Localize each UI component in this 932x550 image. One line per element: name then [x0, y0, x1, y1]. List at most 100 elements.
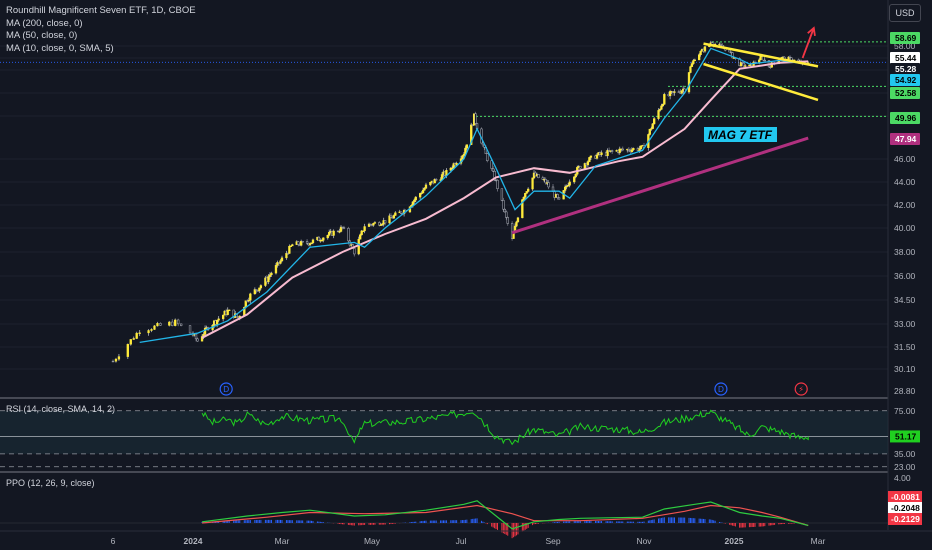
ma10-line[interactable]	[139, 47, 809, 344]
candle-body	[586, 161, 590, 166]
candle-body	[739, 62, 743, 67]
ma50-label[interactable]: MA (50, close, 0)	[6, 30, 78, 41]
channel-upper-line[interactable]	[703, 42, 819, 68]
ma50-line[interactable]	[201, 60, 809, 339]
candle-body	[525, 191, 528, 194]
event-marker[interactable]	[794, 382, 808, 396]
price-tag[interactable]	[890, 63, 920, 75]
y-tick-label: 34.50	[894, 295, 916, 305]
candle-body	[317, 236, 321, 241]
rsi-value-tag[interactable]	[890, 430, 920, 443]
candle-body	[748, 64, 751, 67]
candle-body	[332, 230, 335, 236]
candle-body	[360, 230, 363, 236]
ma10-label[interactable]: MA (10, close, 0, SMA, 5)	[6, 42, 114, 54]
candle-body	[719, 43, 723, 46]
ppo-tick-label: 4.00	[894, 473, 911, 483]
chart-title[interactable]: Roundhill Magnificent Seven ETF, 1D, CBO…	[6, 5, 196, 16]
y-tick-label: 31.50	[894, 342, 916, 352]
candle-body	[286, 253, 290, 255]
candle-body	[668, 91, 672, 97]
event-marker[interactable]	[219, 382, 233, 396]
candle-body	[639, 145, 643, 149]
ppo-line[interactable]	[202, 500, 809, 530]
price-tag-label: 54.92	[895, 75, 917, 85]
breakout-arrow-head	[807, 26, 816, 37]
candle-body	[788, 56, 792, 59]
candle-body	[328, 232, 331, 236]
event-marker-label: ⚡	[798, 385, 804, 394]
candle-body	[194, 333, 198, 340]
candle-body	[657, 110, 660, 119]
candle-body	[153, 325, 156, 330]
candle-body	[114, 358, 118, 362]
candle-body	[611, 150, 614, 152]
candle-body	[255, 289, 258, 291]
candle-body	[357, 239, 360, 255]
candle-body	[353, 248, 356, 255]
price-tag[interactable]	[890, 74, 920, 86]
candle-body	[301, 241, 304, 243]
rsi-tick-label: 75.00	[894, 406, 916, 416]
price-tag-label: 52.58	[895, 88, 917, 98]
channel-lower-line[interactable]	[703, 62, 819, 102]
ppo-value-tag[interactable]	[888, 502, 922, 514]
candle-body	[253, 289, 256, 295]
ppo-signal-line[interactable]	[202, 504, 809, 527]
ppo-value-tag[interactable]	[888, 491, 922, 503]
candle-body	[147, 330, 150, 334]
candle-body	[663, 94, 666, 105]
candle-body	[222, 314, 225, 320]
event-marker[interactable]	[714, 382, 728, 396]
price-tag[interactable]	[890, 87, 920, 99]
candle-body	[567, 185, 570, 187]
drawings	[511, 26, 819, 235]
rsi-pane-label[interactable]: RSI (14, close, SMA, 14, 2)	[6, 404, 116, 414]
price-tag[interactable]	[890, 112, 920, 124]
candle-body	[595, 154, 599, 159]
candle-body	[177, 319, 180, 325]
candle-body	[171, 321, 174, 326]
candle-body	[363, 226, 366, 232]
y-axis[interactable]: 58.0056.0054.0052.0050.0046.0044.0042.00…	[888, 32, 922, 525]
candle-body	[589, 155, 593, 158]
y-tick-label: 46.00	[894, 154, 916, 164]
candle-body	[288, 245, 291, 254]
ppo-value-tag[interactable]	[888, 513, 922, 525]
candle-body	[378, 222, 381, 226]
candle-body	[531, 177, 534, 190]
candle-body	[435, 179, 438, 181]
candle-body	[630, 149, 634, 153]
annotation-group: MAG 7 ETF	[704, 127, 777, 142]
price-tag[interactable]	[890, 133, 920, 145]
candle-body	[381, 223, 384, 226]
candle-body	[394, 212, 397, 216]
indicator-panes	[0, 0, 889, 539]
ma200-label[interactable]: MA (200, close, 0)	[6, 17, 83, 29]
candle-body	[267, 276, 270, 283]
candle-body	[359, 234, 362, 240]
candle-body	[226, 309, 229, 315]
candle-body	[174, 319, 177, 326]
candle-body	[373, 222, 377, 224]
x-tick-label: Mar	[811, 536, 826, 546]
candle-body	[547, 182, 550, 188]
candle-body	[150, 329, 153, 331]
moving-averages	[139, 47, 809, 344]
breakout-arrow[interactable]	[801, 27, 815, 59]
ppo-pane-label[interactable]: PPO (12, 26, 9, close)	[6, 478, 95, 488]
chart-legend: Roundhill Magnificent Seven ETF, 1D, CBO…	[6, 5, 196, 55]
candle-body	[342, 227, 346, 229]
price-tag[interactable]	[890, 52, 920, 64]
candle-body	[300, 241, 303, 246]
price-tag[interactable]	[890, 32, 920, 44]
candle-body	[537, 174, 540, 179]
currency-button[interactable]: USD	[889, 4, 921, 22]
trend-line[interactable]	[511, 136, 809, 235]
rsi-line[interactable]	[201, 409, 809, 446]
candle-body	[491, 168, 495, 172]
x-axis[interactable]: 6 2024 Mar May Jul Sep Nov 2025 Mar	[0, 530, 932, 546]
candle-body	[693, 59, 696, 61]
y-tick-label: 33.00	[894, 319, 916, 329]
